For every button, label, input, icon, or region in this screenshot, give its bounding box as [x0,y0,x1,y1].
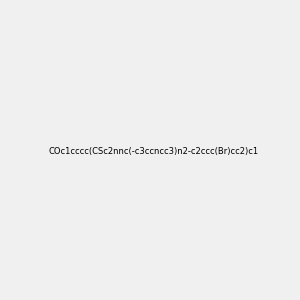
Text: COc1cccc(CSc2nnc(-c3ccncc3)n2-c2ccc(Br)cc2)c1: COc1cccc(CSc2nnc(-c3ccncc3)n2-c2ccc(Br)c… [49,147,259,156]
